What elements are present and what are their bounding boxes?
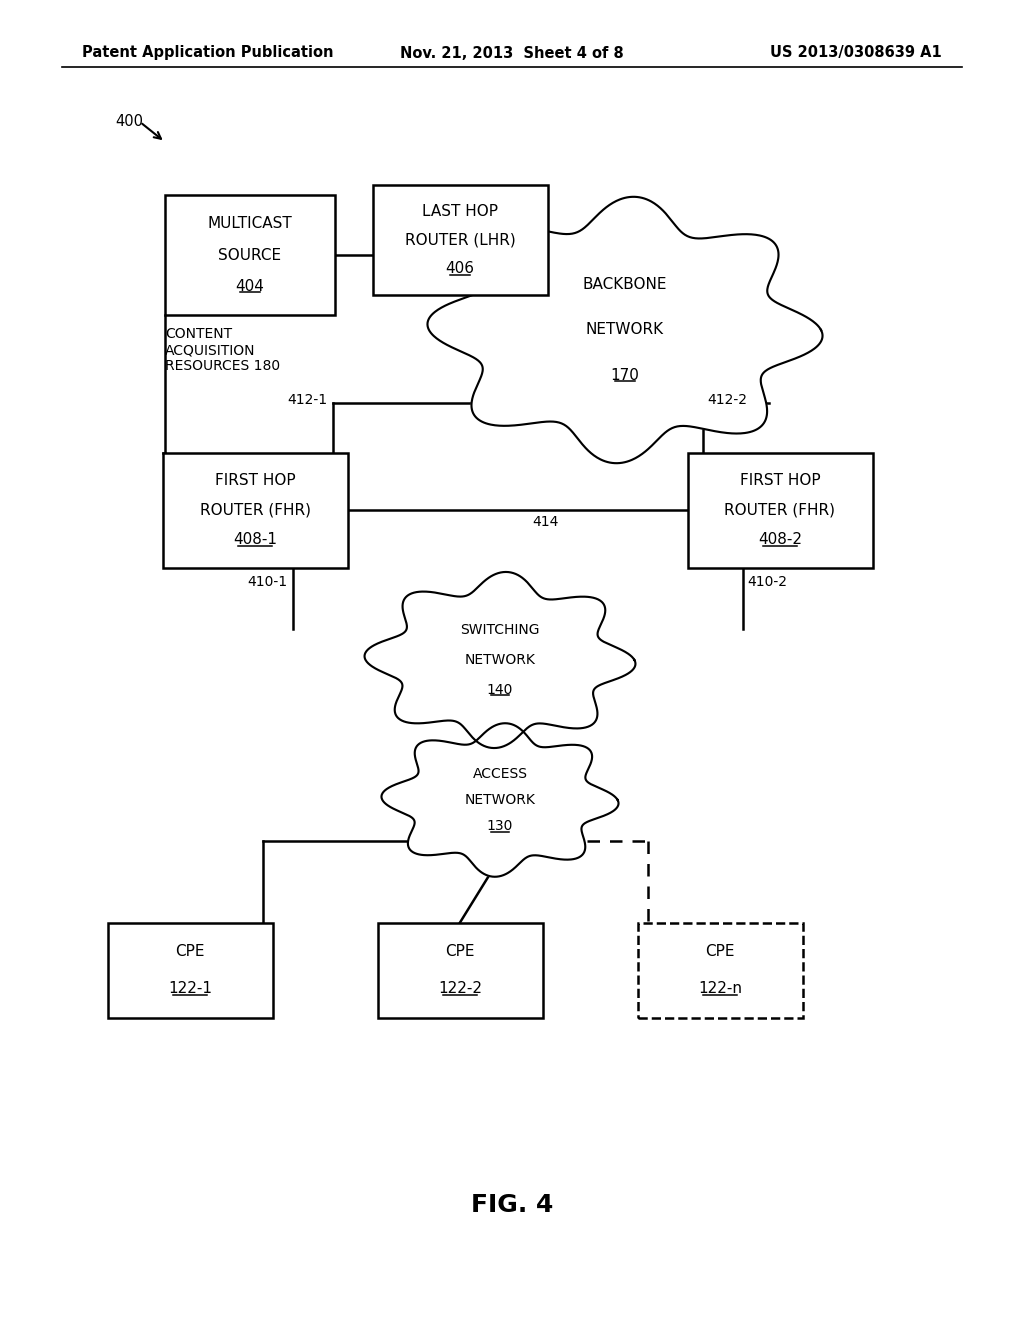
Text: 412-2: 412-2 bbox=[708, 392, 748, 407]
Text: 412-1: 412-1 bbox=[288, 392, 328, 407]
Text: 130: 130 bbox=[486, 818, 513, 833]
Text: SWITCHING: SWITCHING bbox=[460, 623, 540, 638]
Polygon shape bbox=[365, 572, 636, 748]
Text: NETWORK: NETWORK bbox=[465, 793, 536, 807]
Text: 408-1: 408-1 bbox=[233, 532, 278, 548]
Text: CPE: CPE bbox=[445, 944, 475, 958]
Text: MULTICAST: MULTICAST bbox=[208, 216, 293, 231]
Text: ACCESS: ACCESS bbox=[472, 767, 527, 781]
Bar bbox=[108, 923, 272, 1018]
Bar bbox=[373, 185, 548, 294]
Text: 406: 406 bbox=[445, 261, 474, 276]
Text: LAST HOP: LAST HOP bbox=[422, 203, 498, 219]
Text: ROUTER (FHR): ROUTER (FHR) bbox=[725, 503, 836, 517]
Polygon shape bbox=[427, 197, 822, 463]
Text: NETWORK: NETWORK bbox=[586, 322, 664, 338]
Text: FIRST HOP: FIRST HOP bbox=[739, 473, 820, 487]
Text: 408-2: 408-2 bbox=[758, 532, 802, 548]
Text: ROUTER (FHR): ROUTER (FHR) bbox=[200, 503, 310, 517]
Bar bbox=[638, 923, 803, 1018]
Bar bbox=[165, 195, 335, 315]
Text: BACKBONE: BACKBONE bbox=[583, 277, 668, 292]
Text: 122-n: 122-n bbox=[698, 981, 742, 997]
Text: 140: 140 bbox=[486, 682, 513, 697]
Text: 122-2: 122-2 bbox=[438, 981, 482, 997]
Text: 122-1: 122-1 bbox=[168, 981, 212, 997]
Bar bbox=[378, 923, 543, 1018]
Text: ROUTER (LHR): ROUTER (LHR) bbox=[404, 232, 515, 248]
Text: FIG. 4: FIG. 4 bbox=[471, 1193, 553, 1217]
Text: 410-1: 410-1 bbox=[248, 576, 288, 590]
Polygon shape bbox=[382, 723, 618, 876]
Bar bbox=[163, 453, 347, 568]
Text: NETWORK: NETWORK bbox=[465, 653, 536, 667]
Text: 414: 414 bbox=[532, 515, 559, 529]
Bar bbox=[687, 453, 872, 568]
Text: CPE: CPE bbox=[706, 944, 735, 958]
Text: 400: 400 bbox=[115, 115, 143, 129]
Text: CPE: CPE bbox=[175, 944, 205, 958]
Text: SOURCE: SOURCE bbox=[218, 248, 282, 263]
Text: US 2013/0308639 A1: US 2013/0308639 A1 bbox=[770, 45, 942, 61]
Text: 170: 170 bbox=[610, 368, 639, 383]
Text: Patent Application Publication: Patent Application Publication bbox=[82, 45, 334, 61]
Text: 410-2: 410-2 bbox=[748, 576, 787, 590]
Text: FIRST HOP: FIRST HOP bbox=[215, 473, 295, 487]
Text: Nov. 21, 2013  Sheet 4 of 8: Nov. 21, 2013 Sheet 4 of 8 bbox=[400, 45, 624, 61]
Text: CONTENT
ACQUISITION
RESOURCES 180: CONTENT ACQUISITION RESOURCES 180 bbox=[165, 327, 281, 374]
Text: 404: 404 bbox=[236, 279, 264, 294]
